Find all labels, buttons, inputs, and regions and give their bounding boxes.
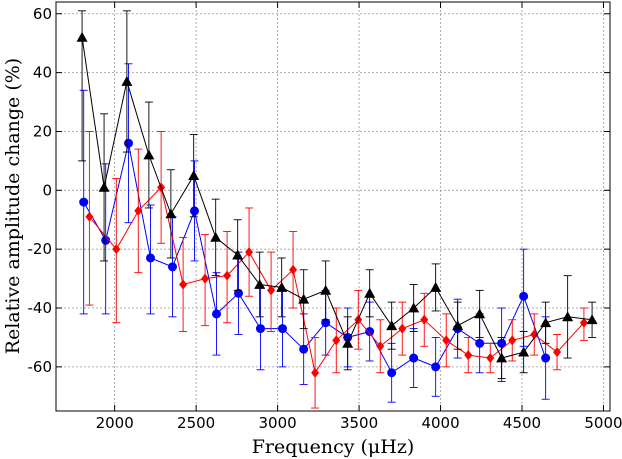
data-point <box>496 352 508 363</box>
data-point <box>210 231 222 242</box>
data-point <box>168 262 178 272</box>
data-point <box>276 281 288 292</box>
data-point <box>420 314 429 325</box>
plot-frame <box>55 1 611 412</box>
x-tick-label: 3000 <box>259 414 297 432</box>
data-point <box>586 314 598 325</box>
data-point <box>165 208 177 219</box>
data-point <box>452 320 464 331</box>
data-point <box>289 264 298 275</box>
data-point <box>320 284 332 295</box>
data-point <box>342 337 354 348</box>
data-point <box>430 281 442 292</box>
y-tick-label: 0 <box>42 181 52 199</box>
x-tick-label: 4000 <box>421 414 459 432</box>
data-point <box>387 368 397 378</box>
data-point <box>232 249 244 260</box>
y-tick-label: -20 <box>28 240 53 258</box>
y-axis-title: Relative amplitude change (%) <box>2 58 24 354</box>
data-point <box>579 317 588 328</box>
x-tick-label: 2000 <box>96 414 134 432</box>
data-point <box>398 323 407 334</box>
data-point <box>267 285 276 296</box>
data-point <box>101 235 111 245</box>
x-tick-label: 5000 <box>584 414 622 432</box>
data-point <box>562 311 574 322</box>
data-point <box>85 211 94 222</box>
data-point <box>311 367 320 378</box>
y-tick-label: -40 <box>28 299 53 317</box>
data-point <box>508 335 517 346</box>
data-point <box>321 318 331 328</box>
x-tick-label: 2500 <box>177 414 215 432</box>
x-tick-label: 3500 <box>340 414 378 432</box>
data-point <box>146 253 156 263</box>
data-point <box>332 335 341 346</box>
data-point <box>408 302 420 313</box>
x-axis-title: Frequency (μHz) <box>252 436 415 458</box>
series-line <box>81 37 593 359</box>
series-line <box>83 143 547 374</box>
data-point <box>233 288 243 298</box>
data-point <box>442 335 451 346</box>
data-point <box>298 293 310 304</box>
data-point <box>121 75 133 86</box>
data-point <box>124 138 134 148</box>
data-point <box>76 31 88 42</box>
data-point <box>518 346 530 357</box>
data-point <box>190 206 199 216</box>
data-point <box>245 247 254 258</box>
data-point <box>201 273 210 284</box>
data-point <box>474 308 486 319</box>
series-diamond <box>85 131 588 409</box>
data-point <box>553 347 562 358</box>
data-point <box>143 149 155 160</box>
data-point <box>540 317 552 328</box>
data-point <box>409 353 419 363</box>
x-tick-label: 4500 <box>503 414 541 432</box>
data-point <box>255 324 265 334</box>
data-point <box>299 344 309 354</box>
data-point <box>179 279 188 290</box>
data-point <box>211 309 221 319</box>
series-layer <box>76 10 598 409</box>
grid <box>56 2 610 411</box>
series-triangle <box>76 10 598 380</box>
y-tick-label: 40 <box>33 64 52 82</box>
data-point <box>364 287 376 298</box>
data-point <box>475 338 485 348</box>
data-point <box>188 170 200 181</box>
y-tick-label: -60 <box>28 358 53 376</box>
data-point <box>223 270 232 281</box>
data-point <box>79 197 89 207</box>
data-point <box>134 205 143 216</box>
y-tick-label: 60 <box>33 5 52 23</box>
y-tick-label: 20 <box>33 122 52 140</box>
data-point <box>365 327 375 337</box>
data-point <box>254 278 266 289</box>
data-point <box>530 329 539 340</box>
data-point <box>386 320 398 331</box>
data-point <box>112 244 121 255</box>
data-point <box>376 341 385 352</box>
data-point <box>464 350 473 361</box>
data-point <box>98 181 110 192</box>
axis-ticks: 2000 2500 3000 3500 4000 4500 5000 -60 -40 -20 0 20… <box>28 2 622 432</box>
data-point <box>486 353 495 364</box>
data-point <box>519 291 529 301</box>
data-point <box>541 353 551 363</box>
data-point <box>431 362 441 372</box>
data-point <box>277 324 287 334</box>
